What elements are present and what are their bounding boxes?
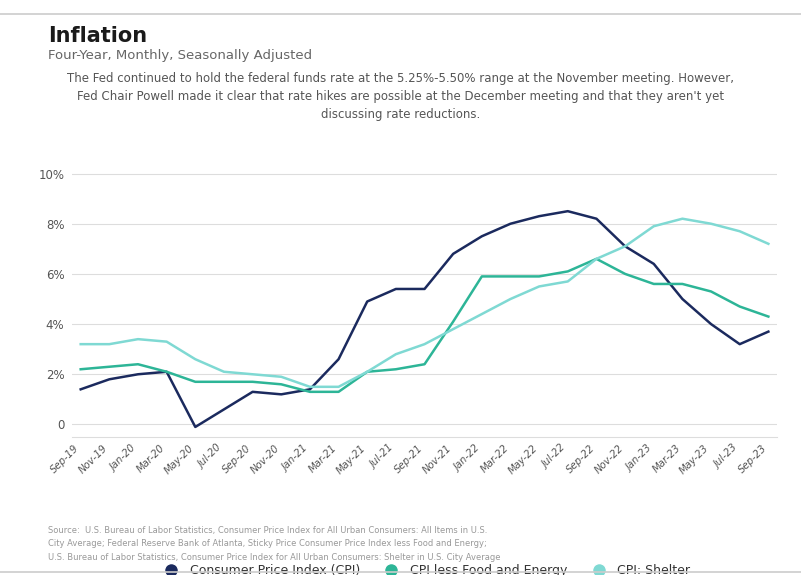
Text: Inflation: Inflation bbox=[48, 26, 147, 46]
Text: The Fed continued to hold the federal funds rate at the 5.25%-5.50% range at the: The Fed continued to hold the federal fu… bbox=[67, 72, 734, 121]
Text: Four-Year, Monthly, Seasonally Adjusted: Four-Year, Monthly, Seasonally Adjusted bbox=[48, 49, 312, 62]
Text: Source:  U.S. Bureau of Labor Statistics, Consumer Price Index for All Urban Con: Source: U.S. Bureau of Labor Statistics,… bbox=[48, 526, 501, 562]
Legend: Consumer Price Index (CPI), CPI less Food and Energy, CPI: Shelter: Consumer Price Index (CPI), CPI less Foo… bbox=[154, 559, 695, 575]
